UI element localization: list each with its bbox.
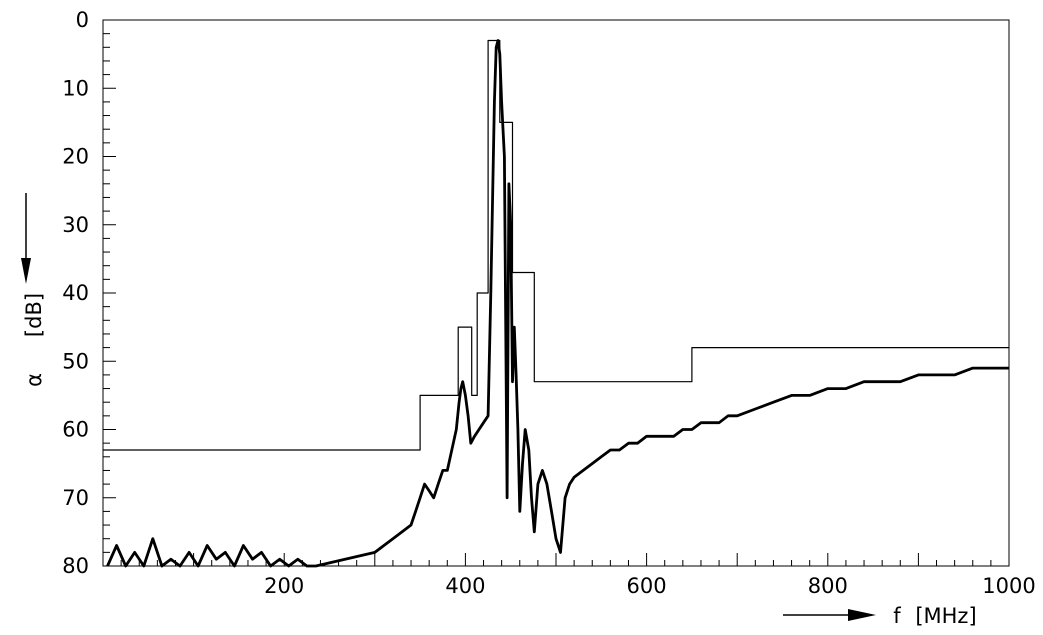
series-layer [103, 39, 1009, 568]
plot-frame [102, 19, 1010, 567]
x-tick-label: 1000 [982, 574, 1035, 598]
y-tick-label: 50 [62, 349, 89, 373]
x-tick-label: 600 [627, 574, 667, 598]
y-tick-label: 0 [76, 8, 89, 32]
y-axis-arrow-head [21, 258, 31, 284]
x-tick-label: 200 [264, 574, 304, 598]
y-tick-label: 70 [62, 486, 89, 510]
y-tick-label: 10 [62, 76, 89, 100]
measured-attenuation-line [106, 39, 1009, 568]
limit-step-line [103, 39, 1009, 451]
x-tick-label: 400 [445, 574, 485, 598]
y-tick-label: 20 [62, 145, 89, 169]
y-tick-label: 40 [62, 281, 89, 305]
y-axis-label: α [22, 373, 46, 387]
x-axis-arrow-head [848, 609, 876, 621]
y-tick-label: 60 [62, 418, 89, 442]
tick-labels: 0 10 20 30 40 50 60 70 80 200 400 600 800 1000 [62, 8, 1035, 598]
x-axis-unit: [MHz] [915, 604, 976, 628]
y-axis-unit: [dB] [22, 293, 46, 337]
tick-marks [103, 19, 1010, 567]
y-axis-title: α [dB] [21, 193, 46, 387]
x-axis-title: f [MHz] [783, 604, 977, 628]
x-tick-label: 800 [808, 574, 848, 598]
x-axis-label: f [893, 604, 901, 628]
y-tick-label: 80 [62, 554, 89, 578]
y-tick-label: 30 [62, 213, 89, 237]
